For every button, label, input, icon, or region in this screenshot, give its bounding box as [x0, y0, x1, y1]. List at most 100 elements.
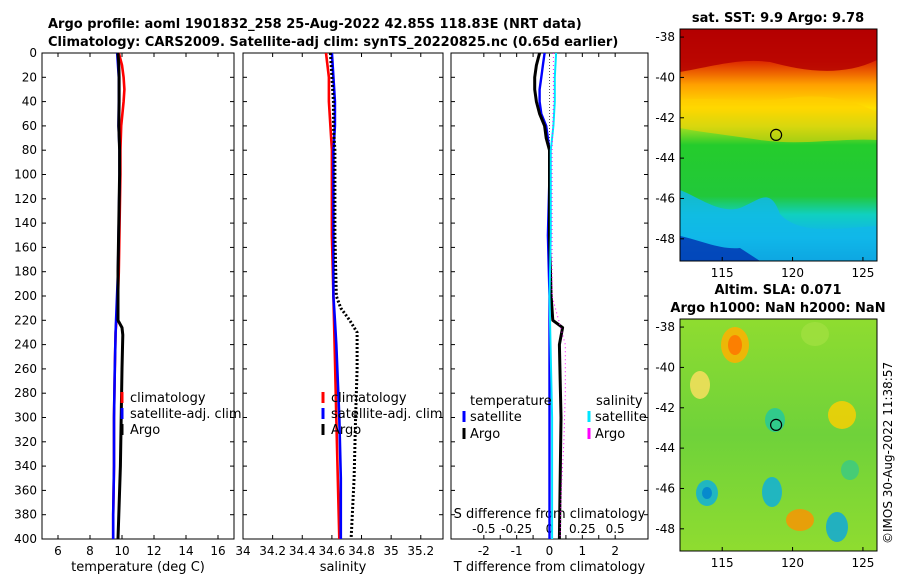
depth-tick-label: 400	[14, 532, 37, 546]
depth-tick-label: 0	[29, 46, 37, 60]
depth-tick-label: 220	[14, 313, 37, 327]
sla-feature	[786, 509, 814, 531]
map-lat-tick-label: -44	[655, 151, 675, 165]
legend-swatch	[462, 428, 466, 439]
figure-title-line2: Climatology: CARS2009. Satellite-adj cli…	[48, 35, 618, 50]
depth-tick-label: 340	[14, 459, 37, 473]
map-lat-tick-label: -42	[655, 111, 675, 125]
legend-swatch	[120, 408, 124, 419]
map-lat-tick-label: -38	[655, 30, 675, 44]
sla-feature	[841, 460, 859, 480]
map-lon-tick-label: 115	[711, 266, 734, 280]
sst-map-title: sat. SST: 9.9 Argo: 9.78	[692, 11, 864, 26]
x-tick-label: 0	[546, 544, 554, 558]
legend-title-temperature: temperature	[470, 394, 552, 409]
x-tick-label: 34.6	[319, 544, 346, 558]
depth-tick-label: 60	[22, 119, 37, 133]
x-axis-label: T difference from climatology	[453, 560, 646, 575]
legend-swatch	[321, 392, 325, 403]
map-lat-tick-label: -46	[655, 481, 675, 495]
x-tick-label: 16	[210, 544, 225, 558]
x-tick-label: 35	[384, 544, 399, 558]
sla-map-field	[680, 319, 877, 551]
profile-panels: 0204060801001201401601802002202402602803…	[14, 46, 649, 575]
map-lat-tick-label: -40	[655, 360, 675, 374]
legend-swatch	[120, 392, 124, 403]
sst-map-axes: -38 -40 -42 -44 -46 -48 115 120 125	[655, 30, 874, 280]
depth-tick-label: 160	[14, 240, 37, 254]
x-tick-label: 2	[611, 544, 619, 558]
depth-tick-label: 180	[14, 265, 37, 279]
x-tick-label: 34	[235, 544, 250, 558]
depth-tick-label: 200	[14, 289, 37, 303]
sla-map-features	[690, 322, 859, 542]
depth-tick-label: 240	[14, 338, 37, 352]
x-tick-label: 8	[86, 544, 94, 558]
sst-warm-region	[680, 29, 877, 72]
depth-tick-label: 380	[14, 508, 37, 522]
legend-label: satellite-adj. clim	[130, 407, 242, 422]
legend-label: climatology	[331, 391, 407, 406]
sla-argo-location-marker	[769, 418, 783, 431]
series-line-argo	[328, 52, 359, 540]
legend-swatch	[587, 411, 591, 422]
depth-tick-label: 360	[14, 483, 37, 497]
legend-label: Argo	[130, 423, 160, 438]
legend-title-salinity: salinity	[596, 394, 643, 409]
sla-feature	[826, 512, 848, 542]
depth-tick-label: 320	[14, 435, 37, 449]
legend-swatch	[321, 424, 325, 435]
legend-swatch	[321, 408, 325, 419]
map-lat-tick-label: -44	[655, 441, 675, 455]
depth-tick-label: 280	[14, 386, 37, 400]
legend-label: satellite	[595, 410, 647, 425]
map-lon-tick-label: 115	[711, 556, 734, 570]
profile-panel-temperature_profile: 0 20 40 60 80 100 120 140 160 180 200 220 240 260 280 3…	[14, 46, 242, 575]
depth-tick-label: 20	[22, 70, 37, 84]
depth-tick-label: 120	[14, 192, 37, 206]
depth-tick-label: 40	[22, 95, 37, 109]
x-tick-label: 34.8	[348, 544, 375, 558]
legend-label: Argo	[595, 427, 625, 442]
plot-frame	[41, 52, 235, 540]
sst-front-region	[680, 96, 877, 143]
sla-feature	[828, 401, 856, 429]
map-lon-tick-label: 125	[851, 266, 874, 280]
x-tick-label: 6	[54, 544, 62, 558]
sla-map-axes: -38 -40 -42 -44 -46 -48 115 120 125	[655, 320, 874, 570]
sla-feature	[728, 335, 742, 355]
sla-map	[679, 318, 878, 552]
sla-feature	[690, 371, 710, 399]
depth-tick-label: 100	[14, 168, 37, 182]
depth-tick-label: 260	[14, 362, 37, 376]
plot-frame	[242, 52, 444, 540]
profile-panel-salinity_profile: 34 34.2 34.4 34.6 34.8 35 35.2 salinity climatol…	[235, 52, 444, 575]
sla-feature	[801, 322, 829, 346]
map-lat-tick-label: -40	[655, 70, 675, 84]
x-tick-label: 34.2	[259, 544, 286, 558]
map-lat-tick-label: -38	[655, 320, 675, 334]
legend-swatch	[587, 428, 591, 439]
series-line-s-satellite	[548, 52, 558, 539]
depth-tick-label: 140	[14, 216, 37, 230]
series-line-t-argo	[533, 52, 565, 540]
map-lat-tick-label: -48	[655, 522, 675, 536]
legend-label: satellite	[470, 410, 522, 425]
depth-tick-label: 80	[22, 143, 37, 157]
legend-label: Argo	[470, 427, 500, 442]
map-lat-tick-label: -46	[655, 191, 675, 205]
x-axis-label: temperature (deg C)	[71, 560, 205, 575]
x-tick-label: -2	[478, 544, 490, 558]
x-axis-label: salinity	[320, 560, 367, 575]
top-tick-label: -0.25	[501, 522, 532, 536]
x-tick-label: 14	[178, 544, 193, 558]
map-lon-tick-label: 120	[781, 556, 804, 570]
series-line-climatology	[324, 52, 341, 540]
top-tick-label: 0.25	[569, 522, 596, 536]
x-tick-label: 34.4	[289, 544, 316, 558]
legend-swatch	[120, 424, 124, 435]
sla-map-title-line1: Altim. SLA: 0.071	[715, 283, 842, 298]
